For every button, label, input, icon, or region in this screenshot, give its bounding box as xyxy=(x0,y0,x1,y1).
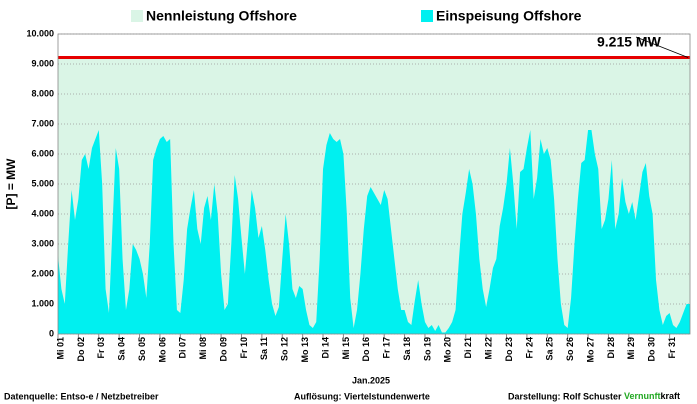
x-tick-label: Fr 24 xyxy=(524,337,534,359)
x-tick-label: Mi 22 xyxy=(484,337,494,360)
y-tick-label: 8.000 xyxy=(31,88,54,98)
legend-label: Nennleistung Offshore xyxy=(146,8,297,24)
y-tick-label: 10.000 xyxy=(26,28,54,38)
capacity-label: 9.215 MW xyxy=(597,34,662,50)
x-tick-label: Fr 17 xyxy=(382,337,392,359)
x-tick-label: Mo 13 xyxy=(300,337,310,363)
x-axis-title: Jan.2025 xyxy=(352,375,390,385)
plot-frame xyxy=(57,33,691,335)
y-tick-label: 2.000 xyxy=(31,268,54,278)
x-tick-label: So 05 xyxy=(137,337,147,361)
footer-brand: Vernunftkraft xyxy=(624,391,680,401)
x-tick-label: So 12 xyxy=(280,337,290,361)
brand-part: kraft xyxy=(661,391,681,401)
footer-source: Datenquelle: Entso-e / Netzbetreiber xyxy=(4,391,159,401)
y-tick-label: 4.000 xyxy=(31,208,54,218)
x-tick-label: So 26 xyxy=(565,337,575,361)
x-tick-label: Do 16 xyxy=(361,337,371,362)
footer-author: Darstellung: Rolf Schuster xyxy=(508,391,622,401)
x-tick-label: Mi 08 xyxy=(198,337,208,360)
y-tick-label: 0 xyxy=(49,328,54,338)
x-tick-label: Fr 03 xyxy=(96,337,106,359)
x-tick-label: Mi 29 xyxy=(626,337,636,360)
x-tick-label: Di 21 xyxy=(463,337,473,359)
x-tick-label: Di 14 xyxy=(320,337,330,359)
x-tick-label: Mi 01 xyxy=(55,337,65,360)
legend-swatch xyxy=(421,10,433,22)
y-tick-label: 6.000 xyxy=(31,148,54,158)
x-tick-label: Mo 27 xyxy=(585,337,595,363)
x-tick-label: Do 09 xyxy=(218,337,228,362)
x-tick-label: Do 23 xyxy=(504,337,514,362)
x-tick-label: Fr 31 xyxy=(667,337,677,359)
x-tick-label: Mo 20 xyxy=(443,337,453,363)
x-tick-label: Di 07 xyxy=(178,337,188,359)
y-tick-label: 3.000 xyxy=(31,238,54,248)
x-tick-label: Fr 10 xyxy=(239,337,249,359)
x-tick-label: Do 02 xyxy=(76,337,86,362)
x-tick-label: Sa 04 xyxy=(117,337,127,361)
x-tick-label: Mi 15 xyxy=(341,337,351,360)
x-tick-label: Sa 25 xyxy=(545,337,555,361)
area xyxy=(58,130,690,334)
x-tick-label: Do 30 xyxy=(647,337,657,362)
x-tick-label: Sa 18 xyxy=(402,337,412,361)
x-tick-label: Mo 06 xyxy=(157,337,167,363)
y-tick-label: 7.000 xyxy=(31,118,54,128)
y-axis-title: [P] = MW xyxy=(4,158,18,210)
y-tick-label: 9.000 xyxy=(31,58,54,68)
y-tick-label: 1.000 xyxy=(31,298,54,308)
legend-swatch xyxy=(131,10,143,22)
x-tick-label: Sa 11 xyxy=(259,337,269,360)
footer-resolution: Auflösung: Viertelstundenwerte xyxy=(294,391,430,401)
x-tick-label: Di 28 xyxy=(606,337,616,359)
legend-label: Einspeisung Offshore xyxy=(436,8,582,24)
y-tick-label: 5.000 xyxy=(31,178,54,188)
leader-line xyxy=(635,36,689,58)
brand-part: Vernunft xyxy=(624,391,661,401)
x-tick-label: So 19 xyxy=(422,337,432,361)
